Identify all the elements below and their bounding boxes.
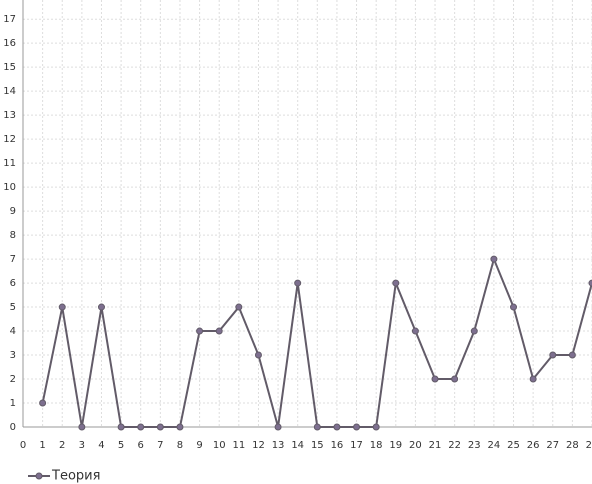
data-point bbox=[235, 303, 243, 311]
x-tick-label: 24 bbox=[488, 440, 501, 451]
data-point bbox=[490, 255, 498, 263]
x-tick-label: 7 bbox=[157, 440, 163, 451]
x-tick-label: 9 bbox=[196, 440, 202, 451]
x-tick-label: 20 bbox=[409, 440, 422, 451]
data-point bbox=[353, 423, 361, 431]
y-tick-label: 17 bbox=[3, 14, 16, 25]
x-tick-label: 15 bbox=[311, 440, 324, 451]
x-tick-label: 16 bbox=[331, 440, 344, 451]
x-tick-label: 21 bbox=[429, 440, 442, 451]
x-tick-label: 25 bbox=[507, 440, 520, 451]
data-point bbox=[274, 423, 282, 431]
y-tick-label: 4 bbox=[10, 326, 16, 337]
x-tick-label: 0 bbox=[20, 440, 26, 451]
x-tick-label: 2 bbox=[59, 440, 65, 451]
x-tick-label: 6 bbox=[138, 440, 144, 451]
data-point bbox=[176, 423, 184, 431]
y-tick-label: 12 bbox=[3, 134, 16, 145]
x-tick-label: 19 bbox=[389, 440, 402, 451]
data-point bbox=[196, 327, 204, 335]
data-point bbox=[156, 423, 164, 431]
legend: Теория bbox=[28, 469, 100, 484]
data-point bbox=[588, 279, 592, 287]
x-tick-label: 13 bbox=[272, 440, 285, 451]
data-point bbox=[215, 327, 223, 335]
data-point bbox=[313, 423, 321, 431]
x-tick-label: 18 bbox=[370, 440, 383, 451]
x-tick-label: 23 bbox=[468, 440, 481, 451]
y-tick-label: 9 bbox=[10, 206, 16, 217]
x-tick-label: 14 bbox=[291, 440, 304, 451]
y-tick-label: 6 bbox=[10, 278, 16, 289]
y-tick-label: 3 bbox=[10, 350, 16, 361]
data-point bbox=[58, 303, 66, 311]
x-tick-label: 11 bbox=[232, 440, 245, 451]
x-tick-label: 17 bbox=[350, 440, 363, 451]
y-tick-label: 7 bbox=[10, 254, 16, 265]
data-point bbox=[333, 423, 341, 431]
data-point bbox=[97, 303, 105, 311]
x-tick-label: 28 bbox=[566, 440, 579, 451]
data-point bbox=[392, 279, 400, 287]
x-tick-label: 22 bbox=[448, 440, 461, 451]
x-tick-label: 27 bbox=[546, 440, 559, 451]
data-point bbox=[470, 327, 478, 335]
y-tick-label: 2 bbox=[10, 374, 16, 385]
y-tick-label: 10 bbox=[3, 182, 16, 193]
x-tick-label: 29 bbox=[586, 440, 592, 451]
data-point bbox=[568, 351, 576, 359]
y-tick-label: 14 bbox=[3, 86, 16, 97]
data-point bbox=[510, 303, 518, 311]
data-point bbox=[137, 423, 145, 431]
y-tick-label: 13 bbox=[3, 110, 16, 121]
x-tick-label: 5 bbox=[118, 440, 124, 451]
data-point bbox=[451, 375, 459, 383]
x-tick-label: 10 bbox=[213, 440, 226, 451]
x-tick-label: 1 bbox=[39, 440, 45, 451]
legend-label: Теория bbox=[51, 469, 100, 484]
data-point bbox=[254, 351, 262, 359]
y-tick-label: 5 bbox=[10, 302, 16, 313]
x-tick-label: 26 bbox=[527, 440, 540, 451]
x-tick-label: 8 bbox=[177, 440, 183, 451]
y-tick-label: 15 bbox=[3, 62, 16, 73]
data-point bbox=[78, 423, 86, 431]
data-point bbox=[529, 375, 537, 383]
y-tick-label: 1 bbox=[10, 398, 16, 409]
y-tick-label: 11 bbox=[3, 158, 16, 169]
legend-marker bbox=[35, 472, 43, 480]
data-point bbox=[411, 327, 419, 335]
x-tick-label: 3 bbox=[79, 440, 85, 451]
y-tick-label: 8 bbox=[10, 230, 16, 241]
x-tick-label: 12 bbox=[252, 440, 265, 451]
data-point bbox=[294, 279, 302, 287]
data-point bbox=[39, 399, 47, 407]
data-point bbox=[372, 423, 380, 431]
data-point bbox=[431, 375, 439, 383]
data-point bbox=[549, 351, 557, 359]
y-tick-label: 16 bbox=[3, 38, 16, 49]
y-tick-label: 0 bbox=[10, 422, 16, 433]
x-tick-label: 4 bbox=[98, 440, 104, 451]
data-point bbox=[117, 423, 125, 431]
